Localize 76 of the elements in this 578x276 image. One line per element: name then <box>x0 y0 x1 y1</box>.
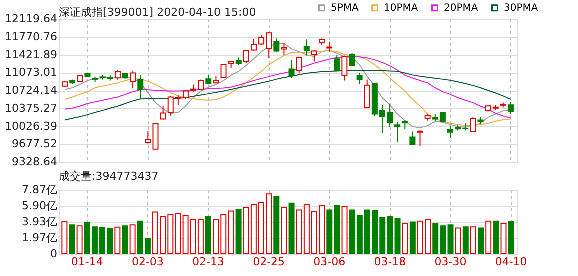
candlestick <box>342 55 348 82</box>
y-tick-label: 7.87亿 <box>22 184 58 196</box>
bar <box>394 218 401 254</box>
candlestick <box>410 131 416 146</box>
bar <box>462 226 469 254</box>
x-tick-label: 02-03 <box>132 256 164 268</box>
bar <box>130 224 136 254</box>
x-tick-label: 01-14 <box>71 256 104 268</box>
candlestick <box>417 130 424 148</box>
bar <box>206 216 212 254</box>
y-tick-label: 0 <box>50 248 58 260</box>
candlestick <box>206 74 212 86</box>
y-tick-label: 11073.01 <box>5 66 58 80</box>
x-tick-label: 03-30 <box>434 256 467 268</box>
candlestick <box>334 54 340 72</box>
candlestick <box>130 71 136 90</box>
bar <box>274 196 280 254</box>
candlestick <box>447 125 454 138</box>
x-tick-label: 03-18 <box>374 256 406 268</box>
candlestick <box>138 74 144 100</box>
legend-label: 20PMA <box>444 3 478 14</box>
bar <box>455 228 462 254</box>
y-tick-label: 11421.89 <box>5 48 58 62</box>
y-tick-label: 9677.52 <box>12 138 58 151</box>
x-tick-label: 02-13 <box>192 256 224 268</box>
x-tick-label: 03-06 <box>314 256 346 268</box>
bar <box>478 228 484 254</box>
candlestick <box>274 38 280 53</box>
chart-title: 深证成指[399001] 2020-04-10 15:00 <box>59 6 256 19</box>
y-tick-label: 10026.39 <box>5 120 58 133</box>
y-tick-label: 3.93亿 <box>22 216 58 229</box>
bar <box>402 223 408 254</box>
bar <box>122 226 128 254</box>
bar <box>470 226 476 254</box>
bar <box>281 208 288 254</box>
bar <box>448 224 454 254</box>
bar <box>486 220 492 254</box>
candlestick <box>304 39 310 56</box>
bar <box>62 222 68 254</box>
candlestick <box>114 70 121 80</box>
candlestick <box>356 72 363 85</box>
chart-title: 成交量:394773437 <box>59 170 159 183</box>
legend-label: 10PMA <box>384 3 418 14</box>
bar <box>288 202 295 254</box>
y-tick-label: 12119.64 <box>5 12 58 26</box>
x-tick-label: 02-25 <box>253 256 286 268</box>
bar <box>114 226 121 254</box>
legend-label: 30PMA <box>504 3 538 14</box>
x-tick-label: 04-10 <box>495 256 528 268</box>
bar <box>76 226 83 254</box>
candlestick <box>470 117 476 133</box>
y-tick-label: 9328.64 <box>12 156 58 168</box>
candlestick <box>349 53 356 68</box>
candlestick <box>394 122 401 143</box>
y-tick-label: 1.97亿 <box>22 231 58 244</box>
candlestick <box>508 102 514 115</box>
candlestick <box>160 106 166 120</box>
bar <box>493 220 500 254</box>
candlestick <box>296 56 302 74</box>
candlestick <box>311 50 318 62</box>
bar <box>410 222 416 254</box>
bar <box>236 210 242 254</box>
line-series <box>64 56 512 119</box>
candlestick <box>288 60 295 79</box>
bar <box>500 223 507 254</box>
candlestick <box>281 42 288 56</box>
candlestick <box>364 79 370 109</box>
y-tick-label: 10375.27 <box>5 102 58 115</box>
y-tick-label: 5.90亿 <box>22 200 58 213</box>
legend-label: 5PMA <box>331 3 360 14</box>
y-tick-label: 10724.14 <box>5 84 58 97</box>
bar <box>69 224 76 254</box>
bar <box>508 221 514 254</box>
y-tick-label: 11770.76 <box>5 30 58 44</box>
bar <box>342 206 348 254</box>
candlestick <box>243 50 250 64</box>
